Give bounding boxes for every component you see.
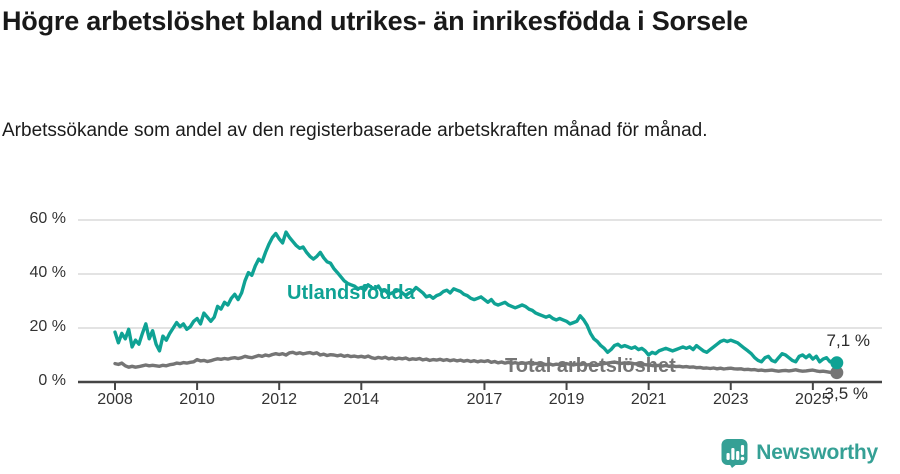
newsworthy-logo: Newsworthy (721, 438, 878, 468)
y-axis-label: 0 % (38, 372, 66, 389)
series-label-total-arbetsloshet: Total arbetslöshet (505, 355, 676, 377)
x-axis-label: 2012 (261, 391, 297, 408)
x-axis-label: 2025 (795, 391, 831, 408)
x-axis-label: 2019 (548, 391, 585, 408)
chart-subtitle: Arbetssökande som andel av den registerb… (2, 120, 708, 141)
end-value-label-utlandsfodda: 7,1 % (826, 331, 870, 350)
x-axis-label: 2010 (179, 391, 215, 408)
end-point-marker (830, 366, 844, 380)
x-axis-label: 2023 (712, 391, 749, 408)
x-axis-label: 2008 (97, 391, 133, 408)
end-point-marker (830, 356, 844, 370)
line-series-utlandsf-dda (113, 230, 839, 365)
series-label-utlandsfodda: Utlandsfödda (287, 282, 415, 304)
y-axis-label: 20 % (29, 318, 66, 335)
page-title: Högre arbetslöshet bland utrikes- än inr… (2, 6, 748, 36)
x-axis-label: 2014 (343, 391, 380, 408)
y-axis-label: 60 % (29, 210, 66, 227)
x-axis-label: 2021 (630, 391, 667, 408)
line-series-total-arbetsl-shet (113, 350, 839, 375)
newsworthy-logo-icon (721, 439, 748, 468)
x-axis-label: 2017 (466, 391, 503, 408)
y-axis-label: 40 % (29, 264, 66, 281)
newsworthy-brand-text: Newsworthy (756, 441, 878, 464)
end-value-label-total: 3,5 % (824, 384, 868, 403)
line-chart (78, 219, 882, 390)
